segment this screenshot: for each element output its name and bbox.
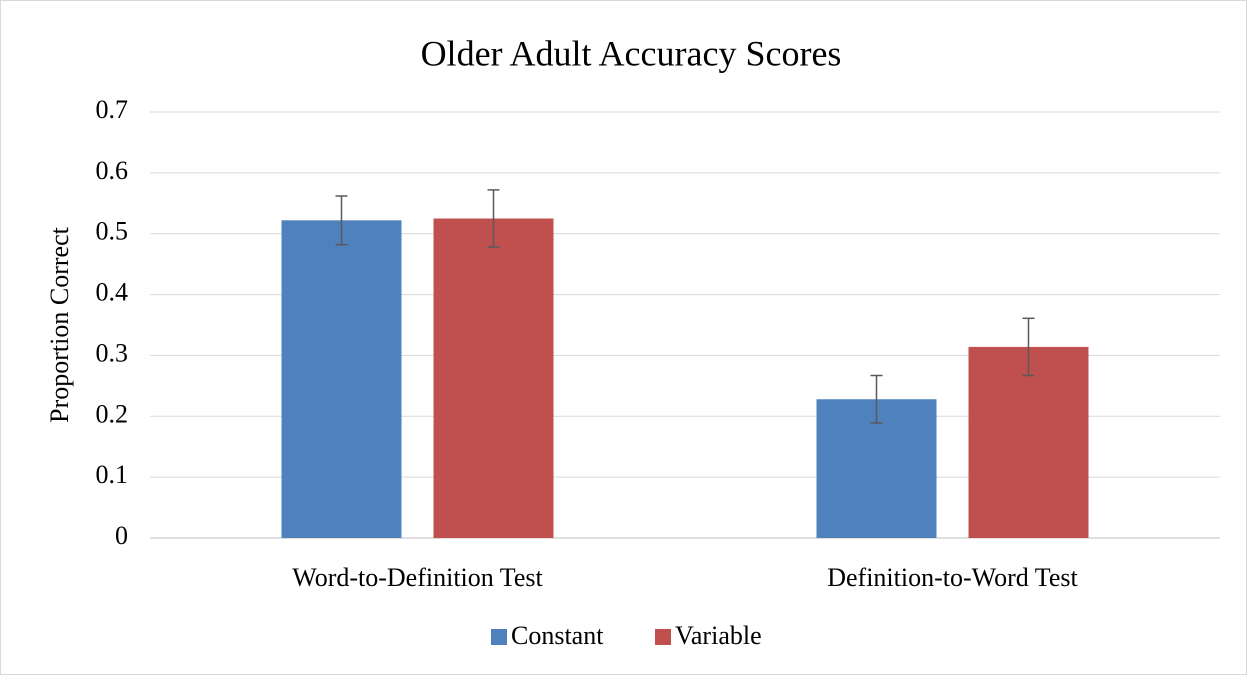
y-axis-label: Proportion Correct bbox=[45, 226, 74, 422]
y-tick-label: 0 bbox=[115, 521, 128, 550]
y-tick-label: 0.3 bbox=[96, 338, 129, 367]
legend-label: Constant bbox=[511, 621, 604, 650]
bar bbox=[968, 346, 1089, 538]
error-bar bbox=[487, 189, 500, 248]
error-bar bbox=[1022, 317, 1035, 377]
bar bbox=[281, 220, 402, 538]
bar bbox=[433, 218, 554, 538]
legend-swatch bbox=[655, 629, 671, 645]
error-bar bbox=[335, 195, 348, 246]
legend-swatch bbox=[491, 629, 507, 645]
y-tick-label: 0.5 bbox=[96, 217, 129, 246]
error-bar bbox=[870, 374, 883, 424]
x-tick-label: Word-to-Definition Test bbox=[292, 563, 543, 592]
legend-label: Variable bbox=[675, 621, 762, 650]
y-tick-label: 0.2 bbox=[96, 399, 129, 428]
chart-title: Older Adult Accuracy Scores bbox=[421, 33, 842, 73]
y-tick-label: 0.4 bbox=[96, 278, 129, 307]
y-tick-label: 0.6 bbox=[96, 156, 129, 185]
y-tick-label: 0.7 bbox=[96, 95, 129, 124]
y-tick-label: 0.1 bbox=[96, 460, 129, 489]
x-tick-label: Definition-to-Word Test bbox=[827, 563, 1078, 592]
